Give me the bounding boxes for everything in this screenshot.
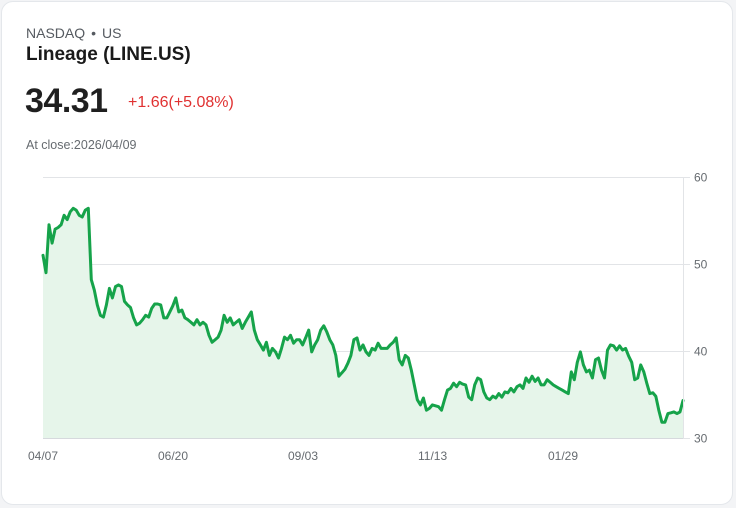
close-date: At close:2026/04/09 [26,138,137,152]
x-tick-label: 06/20 [158,449,188,463]
y-tick-label: 40 [694,345,708,359]
x-tick-label: 09/03 [288,449,318,463]
exchange-name: NASDAQ [26,25,86,41]
y-tick-label: 30 [694,432,708,446]
price-line [41,206,685,424]
current-price: 34.31 [25,82,108,120]
x-axis-ticks: 04/07 06/20 09/03 11/13 01/29 [28,449,578,463]
x-tick-label: 04/07 [28,449,58,463]
x-tick-label: 01/29 [548,449,578,463]
price-change: +1.66(+5.08%) [128,94,234,111]
stock-title: Lineage (LINE.US) [26,44,191,65]
y-tick-label: 60 [694,171,708,185]
region: US [102,25,122,41]
y-tick-label: 50 [694,258,708,272]
exchange-line: NASDAQ • US [26,25,121,41]
price-area-fill [43,208,683,438]
y-axis-ticks: 60 50 40 30 [694,171,708,446]
separator-dot: • [91,25,97,41]
x-tick-label: 11/13 [418,449,447,463]
